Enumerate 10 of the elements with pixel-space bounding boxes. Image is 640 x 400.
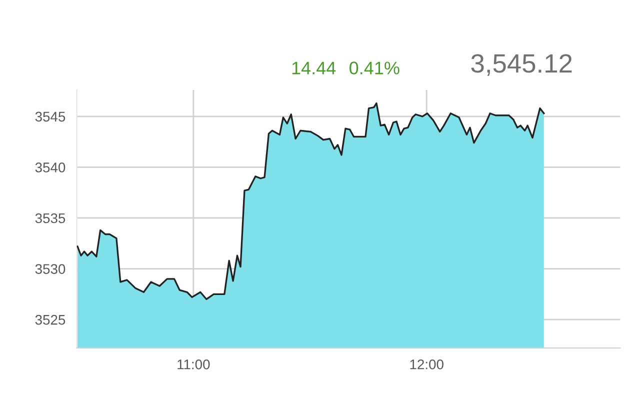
- y-tick-label: 3525: [35, 314, 66, 325]
- y-tick-label: 3535: [35, 213, 66, 224]
- text: 14.44: [292, 62, 336, 74]
- x-tick-label: 12:00: [410, 359, 444, 370]
- y-tick-label: 3545: [35, 112, 66, 122]
- y-tick-label: 3530: [35, 264, 66, 274]
- x-tick-label: 11:00: [178, 359, 210, 370]
- text: 0.41%: [350, 62, 400, 74]
- text: 3,545.12: [471, 54, 572, 76]
- y-tick-label: 3540: [35, 162, 66, 172]
